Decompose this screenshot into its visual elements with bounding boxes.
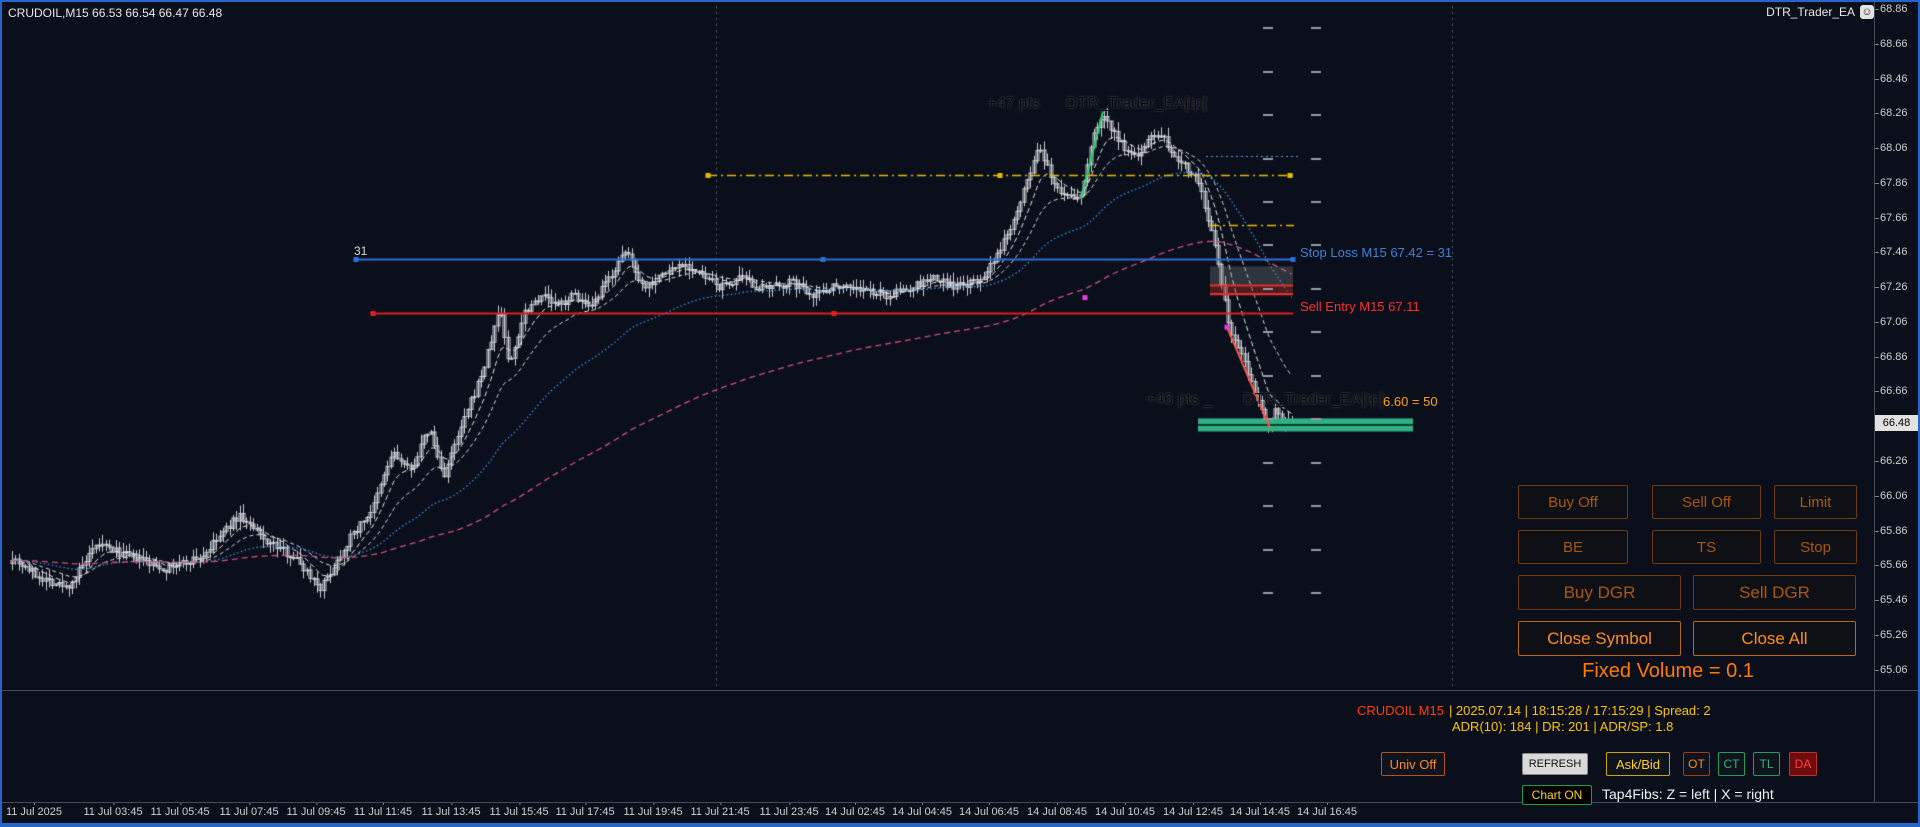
buy-off-button[interactable]: Buy Off bbox=[1518, 485, 1628, 519]
trailing-stop-button[interactable]: TS bbox=[1652, 530, 1761, 564]
refresh-button[interactable]: REFRESH bbox=[1522, 753, 1588, 775]
time-axis-label: 11 Jul 13:45 bbox=[421, 802, 481, 818]
time-axis-label: 11 Jul 09:45 bbox=[286, 802, 346, 818]
stop-loss-line-label: Stop Loss M15 67.42 = 31 bbox=[1300, 245, 1453, 260]
time-axis-label: 14 Jul 02:45 bbox=[825, 802, 885, 818]
time-axis-label: 14 Jul 16:45 bbox=[1297, 802, 1357, 818]
da-button[interactable]: DA bbox=[1789, 752, 1817, 776]
price-axis-label: 67.86 bbox=[1874, 176, 1908, 189]
ea-label: DTR_Trader_EA ☺ bbox=[1766, 5, 1874, 19]
ask-bid-button[interactable]: Ask/Bid bbox=[1606, 752, 1670, 776]
price-axis-label: 66.26 bbox=[1874, 455, 1908, 467]
time-axis-label: 11 Jul 19:45 bbox=[623, 802, 683, 818]
ea-name: DTR_Trader_EA bbox=[1766, 5, 1855, 19]
ea-smiley-icon[interactable]: ☺ bbox=[1860, 5, 1874, 19]
info-line2-adr: ADR(10): 184 | DR: 201 | ADR/SP: 1.8 bbox=[1452, 719, 1674, 734]
price-axis-label: 65.86 bbox=[1874, 524, 1908, 537]
price-axis-label: 68.66 bbox=[1874, 37, 1908, 50]
breakeven-button[interactable]: BE bbox=[1518, 530, 1628, 564]
sell-entry-line-label: Sell Entry M15 67.11 bbox=[1300, 299, 1420, 314]
price-axis-separator bbox=[1874, 0, 1875, 802]
price-axis-label: 65.66 bbox=[1874, 559, 1908, 572]
time-axis-label: 14 Jul 14:45 bbox=[1230, 802, 1290, 818]
info-symbol: CRUDOIL M15 bbox=[1357, 703, 1444, 718]
stop-loss-left-tag: 31 bbox=[354, 244, 368, 258]
time-axis-label: 14 Jul 10:45 bbox=[1095, 802, 1155, 818]
price-axis-label: 66.66 bbox=[1874, 385, 1908, 398]
ct-button[interactable]: CT bbox=[1718, 752, 1745, 776]
take-profit-level-label: 6.60 = 50 bbox=[1383, 394, 1438, 409]
current-price-tag: 66.48 bbox=[1875, 414, 1918, 431]
time-axis-label: 11 Jul 15:45 bbox=[489, 802, 549, 818]
price-axis-label: 65.46 bbox=[1874, 594, 1908, 607]
price-axis-label: 66.06 bbox=[1874, 489, 1908, 502]
time-axis-label: 14 Jul 12:45 bbox=[1163, 802, 1223, 818]
stop-button[interactable]: Stop bbox=[1774, 530, 1857, 564]
time-axis-label: 11 Jul 05:45 bbox=[150, 802, 210, 818]
price-axis-label: 67.26 bbox=[1874, 281, 1908, 294]
info-session: | 2025.07.14 | 18:15:28 / 17:15:29 | Spr… bbox=[1448, 703, 1711, 718]
close-symbol-button[interactable]: Close Symbol bbox=[1518, 621, 1681, 656]
sell-off-button[interactable]: Sell Off bbox=[1652, 485, 1761, 519]
buy-dgr-button[interactable]: Buy DGR bbox=[1518, 575, 1681, 610]
symbol-ohlc-line: CRUDOIL,M15 66.53 66.54 66.47 66.48 bbox=[8, 6, 223, 20]
time-axis-label: 14 Jul 06:45 bbox=[959, 802, 1019, 818]
chart-on-button[interactable]: Chart ON bbox=[1522, 785, 1592, 805]
time-axis-label: 14 Jul 08:45 bbox=[1027, 802, 1087, 818]
ot-button[interactable]: OT bbox=[1683, 752, 1710, 776]
info-timeaxis-separator bbox=[0, 802, 1920, 803]
tl-button[interactable]: TL bbox=[1753, 752, 1780, 776]
time-axis-label: 11 Jul 03:45 bbox=[83, 802, 143, 818]
trade2-ea-label: DTR_Trader_EA[tp] bbox=[1243, 391, 1384, 408]
chart-info-separator bbox=[0, 690, 1920, 691]
limit-button[interactable]: Limit bbox=[1774, 485, 1857, 519]
time-axis-label: 11 Jul 11:45 bbox=[353, 802, 413, 818]
trade1-points-label: +47 pts bbox=[987, 95, 1040, 112]
price-axis-label: 68.06 bbox=[1874, 142, 1908, 155]
trade1-ea-label: DTR_Trader_EA[tp] bbox=[1066, 95, 1207, 112]
tap4fibs-hint: Tap4Fibs: Z = left | X = right bbox=[1602, 786, 1774, 802]
trade2-points-label: +46 pts _ bbox=[1146, 391, 1213, 408]
univ-off-button[interactable]: Univ Off bbox=[1381, 752, 1445, 776]
price-axis-label: 68.26 bbox=[1874, 107, 1908, 120]
info-line1: CRUDOIL M15 | 2025.07.14 | 18:15:28 / 17:… bbox=[1357, 703, 1711, 718]
price-axis-label: 67.06 bbox=[1874, 315, 1908, 328]
fixed-volume-label: Fixed Volume = 0.1 bbox=[1582, 660, 1754, 682]
price-axis-label: 68.46 bbox=[1874, 72, 1908, 85]
sell-dgr-button[interactable]: Sell DGR bbox=[1693, 575, 1856, 610]
price-axis-label: 66.86 bbox=[1874, 350, 1908, 363]
time-axis-label: 11 Jul 2025 bbox=[5, 802, 63, 818]
time-axis-label: 11 Jul 17:45 bbox=[555, 802, 615, 818]
price-axis-label: 67.66 bbox=[1874, 211, 1908, 224]
close-all-button[interactable]: Close All bbox=[1693, 621, 1856, 656]
time-axis-label: 11 Jul 07:45 bbox=[219, 802, 279, 818]
time-axis-label: 14 Jul 04:45 bbox=[892, 802, 952, 818]
price-axis-label: 65.26 bbox=[1874, 628, 1908, 641]
price-axis-label: 68.86 bbox=[1874, 3, 1908, 15]
price-axis-label: 67.46 bbox=[1874, 246, 1908, 259]
time-axis-label: 11 Jul 23:45 bbox=[759, 802, 819, 818]
time-axis-label: 11 Jul 21:45 bbox=[690, 802, 750, 818]
price-axis-label: 65.06 bbox=[1874, 663, 1908, 676]
